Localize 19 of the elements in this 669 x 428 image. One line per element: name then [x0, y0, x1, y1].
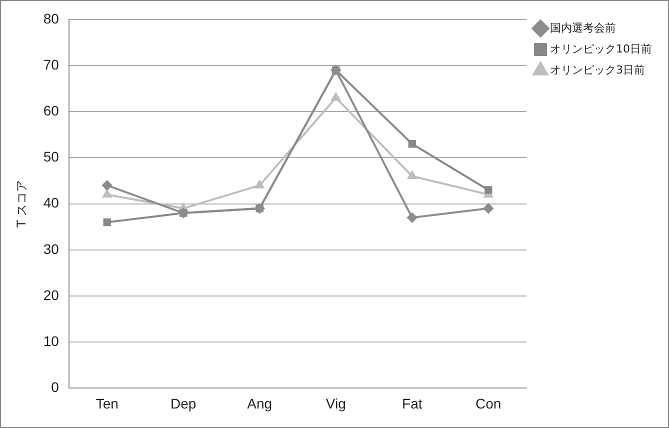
y-axis-title: T スコア	[14, 180, 28, 228]
legend-label: オリンピック3日前	[550, 63, 646, 76]
legend-label: オリンピック10日前	[550, 42, 652, 56]
y-tick-label: 70	[43, 56, 60, 72]
x-tick-label: Con	[476, 395, 502, 412]
legend-label: 国内選考会前	[550, 21, 616, 34]
x-tick-label: Vig	[326, 395, 346, 412]
y-tick-label: 10	[43, 332, 60, 349]
x-tick-label: Fat	[402, 395, 422, 412]
x-tick-label: Ten	[96, 395, 118, 412]
y-tick-label: 40	[43, 194, 60, 211]
x-tick-label: Dep	[170, 395, 196, 412]
y-tick-label: 60	[43, 102, 60, 118]
x-tick-label: Ang	[247, 395, 272, 412]
y-tick-label: 20	[43, 286, 60, 303]
y-tick-label: 30	[43, 240, 60, 257]
y-tick-label: 80	[43, 10, 60, 26]
y-tick-label: 0	[51, 379, 60, 396]
y-tick-label: 50	[43, 148, 60, 165]
